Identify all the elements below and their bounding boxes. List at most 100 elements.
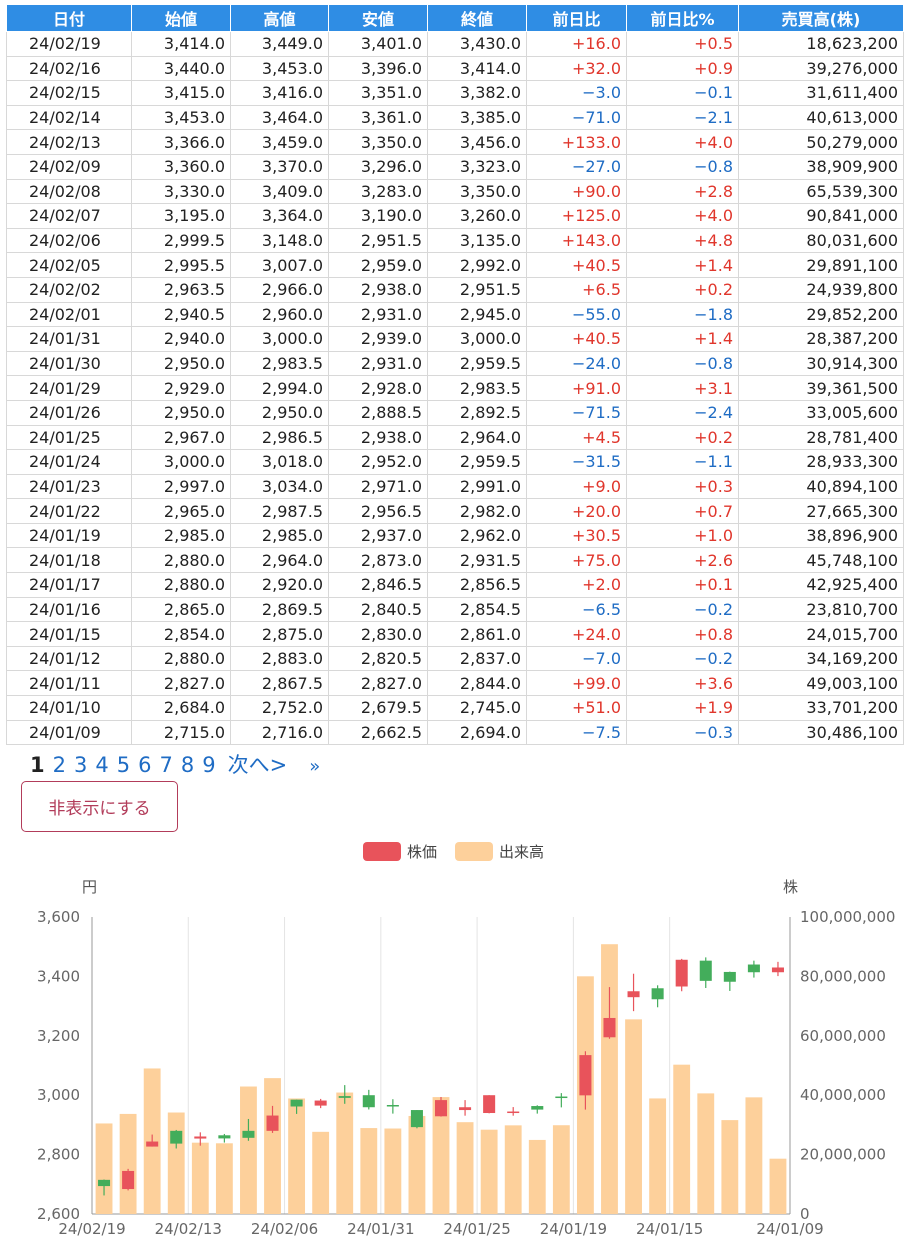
cell-close: 2,892.5 xyxy=(427,399,527,426)
cell-high: 2,867.5 xyxy=(230,670,329,697)
cell-volume: 90,841,000 xyxy=(738,203,904,229)
table-row: 24/01/23 2,997.0 3,034.0 2,971.0 2,991.0 +9.0… xyxy=(6,473,904,500)
cell-low: 3,190.0 xyxy=(328,203,428,229)
cell-date: 24/01/29 xyxy=(6,375,132,401)
candle-body xyxy=(266,1115,279,1131)
volume-bar xyxy=(528,1139,546,1214)
cell-change-pct: −2.4 xyxy=(626,399,739,426)
cell-high: 2,883.0 xyxy=(230,645,329,672)
cell-date: 24/02/15 xyxy=(6,80,132,106)
cell-change-pct: +0.1 xyxy=(626,572,739,598)
cell-date: 24/02/08 xyxy=(6,178,132,205)
cell-date: 24/01/19 xyxy=(6,522,132,549)
cell-change-pct: +0.2 xyxy=(626,276,739,303)
cell-change: +32.0 xyxy=(526,55,627,82)
cell-date: 24/01/15 xyxy=(6,621,132,647)
page-link-7[interactable]: 7 xyxy=(159,753,173,777)
cell-open: 2,827.0 xyxy=(131,670,231,697)
cell-high: 3,034.0 xyxy=(230,473,329,500)
cell-low: 3,396.0 xyxy=(328,55,428,82)
last-page-link[interactable]: » xyxy=(309,756,321,777)
cell-high: 3,416.0 xyxy=(230,80,329,106)
legend-swatch-price xyxy=(363,842,401,861)
cell-change-pct: +0.5 xyxy=(626,31,739,57)
cell-low: 2,679.5 xyxy=(328,695,428,721)
next-page-link[interactable]: 次へ> xyxy=(227,753,288,777)
cell-close: 2,992.0 xyxy=(427,252,527,278)
volume-bar xyxy=(697,1093,715,1214)
page-link-3[interactable]: 3 xyxy=(74,753,88,777)
cell-high: 2,960.0 xyxy=(230,301,329,328)
cell-high: 2,983.5 xyxy=(230,350,329,377)
page-link-6[interactable]: 6 xyxy=(138,753,152,777)
volume-bar xyxy=(745,1097,763,1214)
candle-body xyxy=(362,1095,375,1108)
cell-open: 3,330.0 xyxy=(131,178,231,205)
volume-bar xyxy=(432,1097,450,1214)
cell-volume: 24,939,800 xyxy=(738,276,904,303)
volume-bar xyxy=(552,1125,570,1214)
cell-open: 2,995.5 xyxy=(131,252,231,278)
cell-high: 2,752.0 xyxy=(230,695,329,721)
page-link-8[interactable]: 8 xyxy=(180,753,195,777)
candle-body xyxy=(338,1096,351,1098)
cell-change-pct: +2.6 xyxy=(626,547,739,574)
cell-change-pct: +1.9 xyxy=(626,695,739,721)
page-link-5[interactable]: 5 xyxy=(116,753,131,777)
cell-change: +24.0 xyxy=(526,621,627,647)
y-right-tick-label: 0 xyxy=(800,1205,810,1223)
cell-high: 2,964.0 xyxy=(230,547,329,574)
cell-change: −27.0 xyxy=(526,153,627,180)
header-change-pct: 前日比% xyxy=(626,4,739,32)
cell-date: 24/01/09 xyxy=(6,719,132,746)
cell-change-pct: −0.2 xyxy=(626,596,739,623)
cell-date: 24/02/02 xyxy=(6,276,132,303)
cell-volume: 39,361,500 xyxy=(738,375,904,401)
cell-volume: 29,852,200 xyxy=(738,301,904,328)
page-link-9[interactable]: 9 xyxy=(202,753,216,777)
x-tick-label: 24/02/13 xyxy=(155,1220,222,1238)
cell-open: 2,940.0 xyxy=(131,326,231,352)
cell-volume: 39,276,000 xyxy=(738,55,904,82)
cell-low: 2,952.0 xyxy=(328,449,428,475)
page-link-4[interactable]: 4 xyxy=(95,753,109,777)
cell-high: 2,869.5 xyxy=(230,596,329,623)
cell-change: −31.5 xyxy=(526,449,627,475)
cell-change-pct: −2.1 xyxy=(626,104,739,131)
cell-date: 24/02/09 xyxy=(6,153,132,180)
cell-low: 2,956.5 xyxy=(328,498,428,524)
volume-bar xyxy=(240,1086,257,1214)
cell-open: 3,453.0 xyxy=(131,104,231,131)
table-row: 24/01/12 2,880.0 2,883.0 2,820.5 2,837.0 −7.0… xyxy=(6,645,904,672)
page-link-2[interactable]: 2 xyxy=(52,753,66,777)
candle-body xyxy=(483,1095,496,1114)
cell-change-pct: −0.2 xyxy=(626,645,739,672)
candle-body xyxy=(603,1017,616,1038)
candle-body xyxy=(699,960,712,981)
table-row: 24/01/15 2,854.0 2,875.0 2,830.0 2,861.0 +24.… xyxy=(6,621,904,647)
cell-change: +51.0 xyxy=(526,695,627,721)
table-row: 24/02/14 3,453.0 3,464.0 3,361.0 3,385.0 −71.… xyxy=(6,104,904,131)
cell-high: 2,985.0 xyxy=(230,522,329,549)
candle-body xyxy=(675,959,688,987)
cell-open: 2,940.5 xyxy=(131,301,231,328)
hide-chart-button[interactable]: 非表示にする xyxy=(21,781,178,832)
legend-swatch-volume xyxy=(455,842,493,861)
header-volume: 売買高(株) xyxy=(738,4,904,32)
pagination: 1 2 3 4 5 6 7 8 9 次へ> » xyxy=(30,749,328,779)
cell-low: 2,888.5 xyxy=(328,399,428,426)
cell-low: 2,928.0 xyxy=(328,375,428,401)
cell-volume: 28,387,200 xyxy=(738,326,904,352)
page-link-1[interactable]: 1 xyxy=(30,753,45,777)
cell-open: 2,967.0 xyxy=(131,424,231,451)
cell-volume: 30,914,300 xyxy=(738,350,904,377)
volume-bar xyxy=(288,1098,306,1214)
x-tick-label: 24/01/31 xyxy=(347,1220,414,1238)
cell-date: 24/02/01 xyxy=(6,301,132,328)
cell-change: +20.0 xyxy=(526,498,627,524)
cell-low: 2,827.0 xyxy=(328,670,428,697)
cell-close: 2,931.5 xyxy=(427,547,527,574)
cell-close: 2,844.0 xyxy=(427,670,527,697)
cell-close: 2,745.0 xyxy=(427,695,527,721)
cell-close: 2,854.5 xyxy=(427,596,527,623)
